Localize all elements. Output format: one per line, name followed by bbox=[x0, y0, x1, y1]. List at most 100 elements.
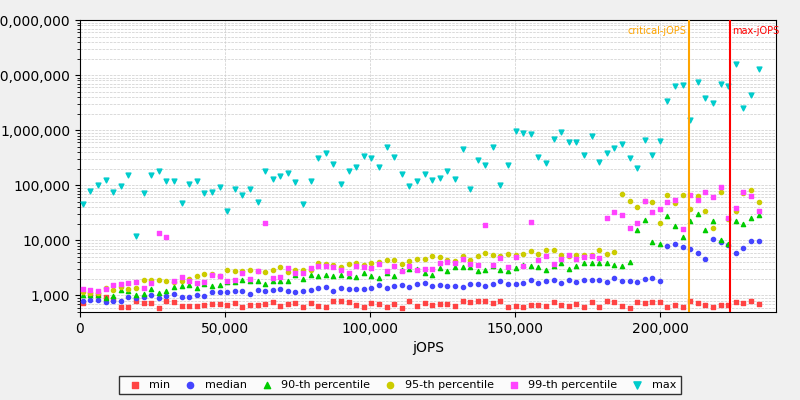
90-th percentile bbox=[84, 292, 97, 298]
max bbox=[168, 178, 181, 184]
99-th percentile bbox=[258, 220, 271, 226]
90-th percentile bbox=[510, 264, 522, 271]
99-th percentile bbox=[752, 208, 765, 214]
median bbox=[638, 276, 651, 282]
95-th percentile bbox=[190, 273, 203, 279]
90-th percentile bbox=[99, 295, 112, 301]
95-th percentile bbox=[77, 288, 90, 295]
min bbox=[615, 303, 628, 310]
max bbox=[258, 168, 271, 174]
95-th percentile bbox=[175, 278, 188, 284]
min bbox=[638, 299, 651, 306]
95-th percentile bbox=[615, 191, 628, 197]
max bbox=[630, 165, 643, 172]
99-th percentile bbox=[99, 286, 112, 293]
95-th percentile bbox=[84, 290, 97, 296]
median bbox=[540, 278, 553, 284]
max bbox=[479, 162, 492, 168]
90-th percentile bbox=[434, 265, 446, 272]
99-th percentile bbox=[464, 261, 477, 267]
99-th percentile bbox=[426, 265, 438, 272]
99-th percentile bbox=[555, 256, 568, 262]
99-th percentile bbox=[486, 262, 499, 268]
90-th percentile bbox=[334, 272, 347, 279]
95-th percentile bbox=[99, 284, 112, 291]
90-th percentile bbox=[600, 260, 613, 266]
Text: critical-jOPS: critical-jOPS bbox=[627, 26, 686, 36]
90-th percentile bbox=[388, 272, 401, 279]
95-th percentile bbox=[92, 290, 105, 296]
95-th percentile bbox=[752, 198, 765, 205]
90-th percentile bbox=[114, 287, 127, 293]
90-th percentile bbox=[160, 288, 173, 294]
90-th percentile bbox=[494, 267, 507, 273]
max bbox=[752, 66, 765, 73]
99-th percentile bbox=[623, 225, 636, 232]
min bbox=[258, 301, 271, 308]
90-th percentile bbox=[479, 267, 492, 273]
95-th percentile bbox=[418, 256, 431, 262]
max bbox=[464, 186, 477, 192]
min bbox=[266, 299, 279, 305]
min bbox=[676, 304, 689, 310]
99-th percentile bbox=[145, 280, 158, 286]
max bbox=[418, 171, 431, 177]
95-th percentile bbox=[449, 258, 462, 264]
99-th percentile bbox=[684, 192, 697, 198]
95-th percentile bbox=[213, 272, 226, 279]
max bbox=[282, 170, 294, 176]
min bbox=[236, 304, 249, 310]
min bbox=[722, 302, 734, 308]
99-th percentile bbox=[251, 268, 264, 274]
99-th percentile bbox=[441, 258, 454, 265]
max bbox=[593, 158, 606, 165]
min bbox=[312, 303, 325, 310]
90-th percentile bbox=[122, 288, 135, 294]
99-th percentile bbox=[510, 254, 522, 260]
95-th percentile bbox=[138, 277, 150, 284]
90-th percentile bbox=[297, 276, 310, 282]
median bbox=[479, 283, 492, 289]
99-th percentile bbox=[282, 265, 294, 271]
90-th percentile bbox=[403, 266, 416, 273]
90-th percentile bbox=[464, 264, 477, 270]
95-th percentile bbox=[251, 268, 264, 274]
min bbox=[426, 302, 438, 308]
max bbox=[373, 164, 386, 171]
90-th percentile bbox=[107, 293, 120, 300]
90-th percentile bbox=[684, 218, 697, 224]
median bbox=[730, 249, 742, 256]
95-th percentile bbox=[510, 252, 522, 258]
max bbox=[730, 61, 742, 67]
95-th percentile bbox=[714, 188, 727, 195]
95-th percentile bbox=[486, 252, 499, 258]
median bbox=[304, 287, 317, 293]
max bbox=[380, 144, 393, 150]
median bbox=[676, 243, 689, 250]
min bbox=[243, 302, 256, 309]
90-th percentile bbox=[585, 260, 598, 267]
99-th percentile bbox=[236, 270, 249, 277]
max bbox=[661, 98, 674, 104]
min bbox=[555, 302, 568, 308]
99-th percentile bbox=[84, 287, 97, 293]
max bbox=[502, 162, 514, 169]
median bbox=[502, 281, 514, 288]
95-th percentile bbox=[319, 260, 332, 267]
95-th percentile bbox=[282, 268, 294, 275]
max bbox=[304, 178, 317, 184]
max bbox=[213, 184, 226, 190]
90-th percentile bbox=[540, 267, 553, 273]
Legend: min, median, 90-th percentile, 95-th percentile, 99-th percentile, max: min, median, 90-th percentile, 95-th per… bbox=[119, 376, 681, 394]
median bbox=[327, 288, 340, 294]
95-th percentile bbox=[410, 256, 423, 262]
99-th percentile bbox=[517, 262, 530, 269]
95-th percentile bbox=[130, 285, 142, 291]
min bbox=[418, 300, 431, 306]
95-th percentile bbox=[562, 252, 575, 259]
max bbox=[737, 105, 750, 111]
max bbox=[600, 150, 613, 156]
max bbox=[434, 175, 446, 182]
median bbox=[608, 275, 621, 282]
max bbox=[77, 201, 90, 207]
